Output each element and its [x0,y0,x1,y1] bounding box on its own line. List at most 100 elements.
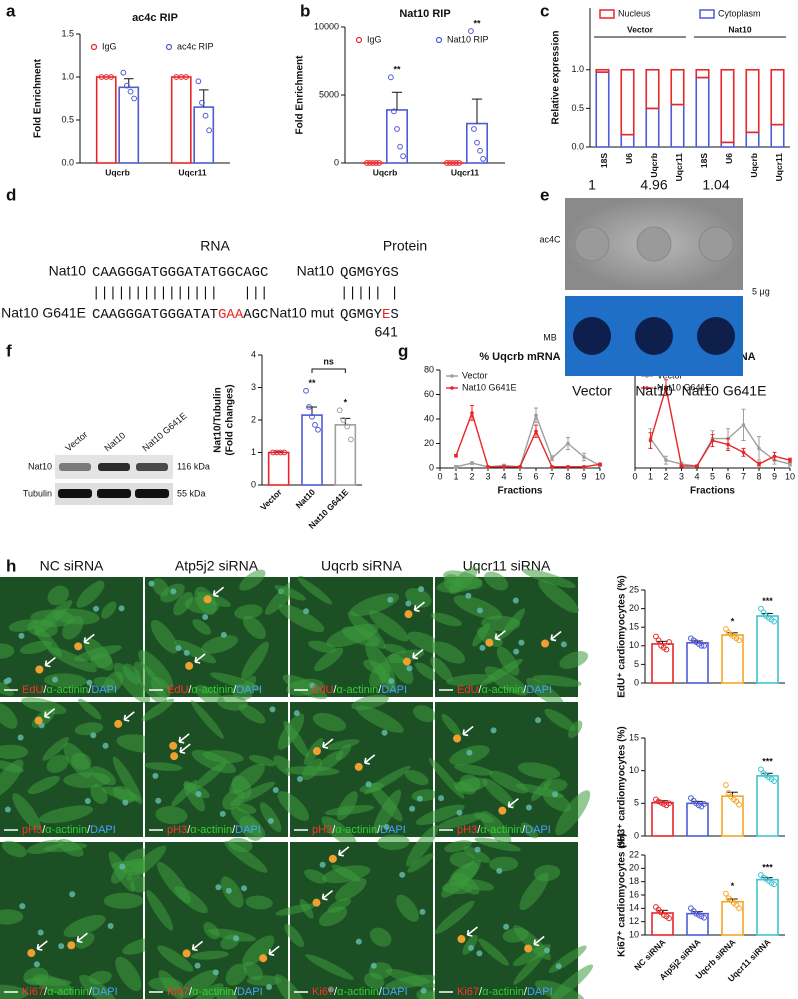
cell [138,650,174,690]
nucleus [220,631,227,638]
data-point [477,147,483,154]
text-part: α-actinin [46,684,88,696]
cell [101,601,117,619]
data-point [471,126,477,132]
lane-label: Vector [63,429,89,453]
text-line: pH3/α-actinin/DAPI [312,824,406,836]
text-part: EdU [167,684,188,696]
cell [304,869,328,884]
section-title: Protein [383,238,427,254]
cell [144,762,183,771]
micrograph [415,702,591,846]
micrograph [141,694,298,841]
cell [434,900,475,935]
section-title: RNA [200,238,230,254]
blot-size: 55 kDa [177,488,206,498]
data-point [370,160,376,166]
cell [301,758,323,781]
cell [242,935,275,967]
text-line: Ki67/α-actinin/DAPI [22,986,118,998]
x-tick-label: Nat10 [294,487,318,511]
cell [241,641,269,681]
cell [513,949,547,985]
legend-label: Nucleus [618,8,651,18]
nucleus [438,795,445,802]
bar [301,414,323,486]
cell [0,984,29,999]
cell [542,791,572,812]
dot [636,226,672,262]
text-line: Ki67/α-actinin/DAPI [167,986,263,998]
nucleus [296,776,303,783]
cell [225,963,247,986]
x-tick-label: Uqcr11 [774,153,784,182]
positive-nucleus [35,665,44,674]
y-tick-label: 16 [629,889,639,899]
text-part: / [332,824,336,836]
nucleus [215,884,222,891]
series-marker [664,385,668,390]
nucleus [419,908,426,915]
cell [278,604,325,633]
x-tick-label: 5 [517,471,522,481]
series-marker [726,442,730,447]
significance: ** [308,378,316,388]
cell [240,676,257,694]
data-point [701,914,707,921]
sequence-label: Nat10 [297,263,335,279]
cell [430,612,462,627]
nucleus [399,871,406,878]
arrow [338,846,350,857]
micrograph [0,697,163,837]
text-part: α-actinin [336,684,378,696]
x-tick-label: U6 [724,153,734,164]
y-tick-label: 4 [251,349,256,359]
nucleus [152,772,159,779]
cell [312,712,347,732]
y-axis-label: Relative expression [551,31,562,125]
significance: * [344,398,348,408]
bar [95,76,117,164]
y-tick-label: 1.0 [61,71,74,81]
cell [277,791,310,821]
cell [349,593,400,617]
nucleus [518,639,525,646]
x-tick-label: 18S [599,153,609,168]
text-part: QGMGYGS [340,265,399,281]
series-marker [454,453,458,458]
cell [192,619,212,635]
positive-nucleus [485,638,494,647]
text-line: QGMGYGS [340,265,399,281]
group-label: Vector [627,24,654,34]
nucleus [5,677,12,684]
amount: 5 μg [752,286,770,296]
legend-label: Nat10 G641E [657,382,712,392]
nucleus [555,963,562,970]
legend-swatch [699,9,715,19]
series-marker [598,462,602,467]
nucleus [202,613,209,620]
nucleus [496,867,503,874]
dot [635,317,673,355]
text-part: / [334,986,338,998]
nucleus [370,962,377,969]
series-marker [550,464,554,469]
bar-segment [595,71,610,148]
text-line: EdU/α-actinin/DAPI [457,684,552,696]
legend-label: ac4c RIP [177,41,214,51]
cell [531,778,552,802]
data-point [348,436,354,443]
cell [415,804,465,826]
text-part: DAPI [90,824,116,836]
y-axis-label: EdU⁺ cardiomyocytes (%) [617,575,628,698]
bracket [311,368,346,373]
bar [756,775,779,837]
nucleus [170,588,177,595]
y-axis-label: Fold Enrichment [295,55,306,135]
band [98,463,130,471]
cell [220,876,244,908]
positive-nucleus [404,610,413,619]
text-part: pH3 [167,824,187,836]
text-line: Ki67/α-actinin/DAPI [457,986,553,998]
